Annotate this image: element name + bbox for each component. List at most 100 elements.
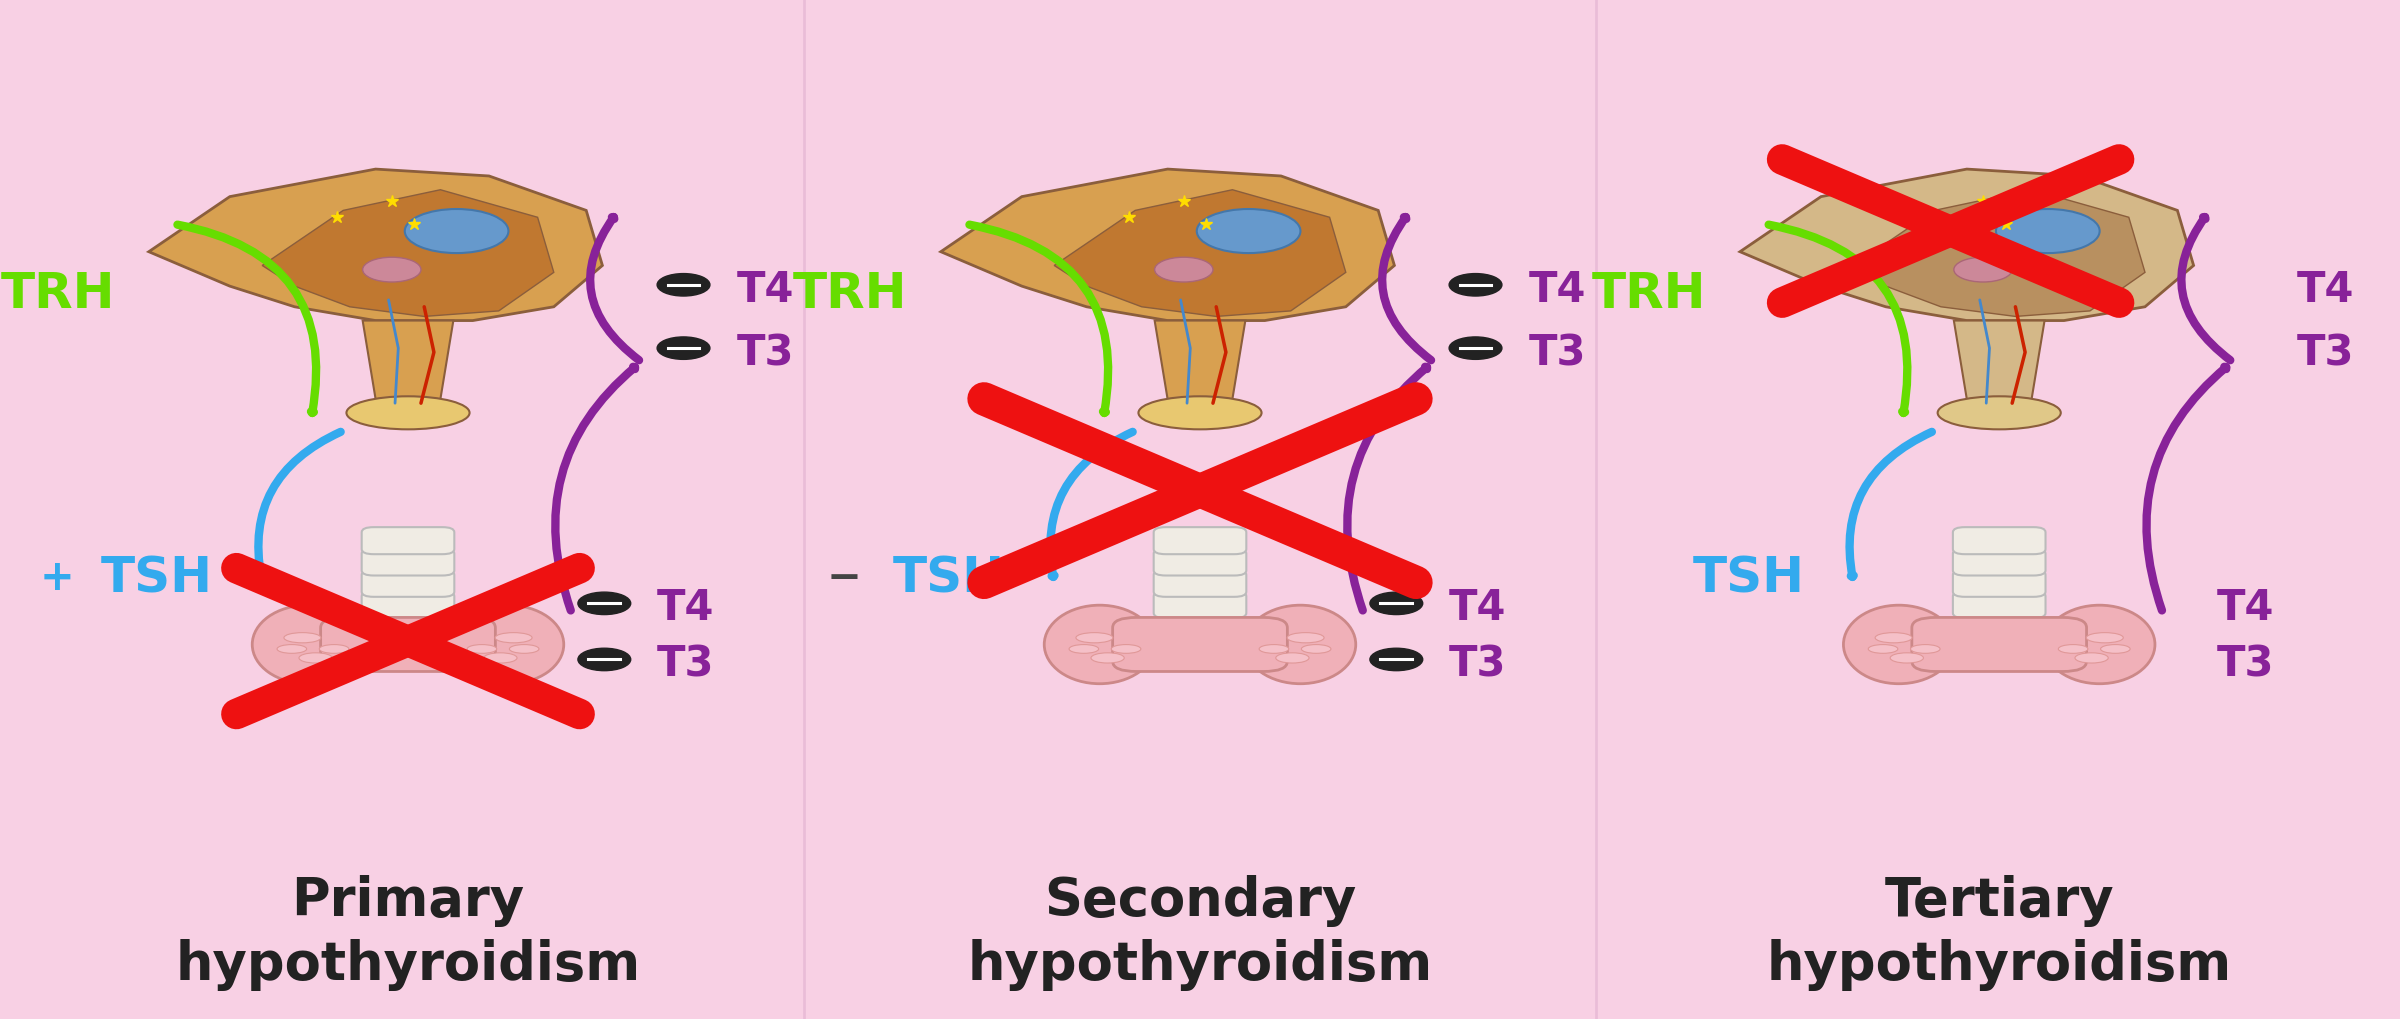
Circle shape [406,210,509,254]
FancyBboxPatch shape [1154,528,1246,554]
Ellipse shape [454,605,564,684]
Circle shape [362,258,420,282]
Ellipse shape [2045,605,2155,684]
FancyBboxPatch shape [1954,571,2045,597]
Text: T4: T4 [658,587,715,629]
Ellipse shape [319,645,348,653]
Text: T3: T3 [2218,643,2275,685]
Circle shape [1154,258,1212,282]
Text: Primary
hypothyroidism: Primary hypothyroidism [175,874,641,990]
Ellipse shape [1068,645,1099,653]
Circle shape [1954,258,2011,282]
FancyArrowPatch shape [554,368,636,610]
FancyBboxPatch shape [322,618,494,672]
Ellipse shape [2100,645,2131,653]
Polygon shape [1054,191,1346,317]
Circle shape [658,337,710,360]
Text: T3: T3 [658,643,715,685]
FancyArrowPatch shape [1382,218,1430,361]
Polygon shape [149,170,602,321]
Ellipse shape [300,653,331,663]
Ellipse shape [1138,396,1262,430]
Circle shape [1450,274,1502,297]
FancyBboxPatch shape [362,571,454,597]
Text: T4: T4 [1450,587,1507,629]
Text: TSH: TSH [893,553,1006,601]
Ellipse shape [1286,633,1325,643]
Ellipse shape [1092,653,1123,663]
Circle shape [578,593,631,614]
Text: T4: T4 [2218,587,2275,629]
Circle shape [1370,593,1423,614]
Circle shape [1997,210,2100,254]
Circle shape [1370,648,1423,671]
FancyArrowPatch shape [970,225,1109,414]
Text: T3: T3 [1450,643,1507,685]
Text: Secondary
hypothyroidism: Secondary hypothyroidism [967,874,1433,990]
FancyBboxPatch shape [1954,549,2045,576]
FancyBboxPatch shape [1954,591,2045,619]
Circle shape [578,648,631,671]
Polygon shape [941,170,1394,321]
FancyArrowPatch shape [2146,368,2227,610]
FancyBboxPatch shape [362,591,454,619]
FancyArrowPatch shape [178,225,317,414]
Ellipse shape [2059,645,2088,653]
Ellipse shape [283,633,322,643]
Ellipse shape [1910,645,1939,653]
Text: −: − [826,556,862,598]
FancyBboxPatch shape [1954,528,2045,554]
FancyArrowPatch shape [1051,432,1133,578]
Ellipse shape [1874,633,1913,643]
Circle shape [1450,337,1502,360]
FancyBboxPatch shape [1913,618,2086,672]
Ellipse shape [1867,645,1898,653]
Ellipse shape [1301,645,1332,653]
Ellipse shape [485,653,516,663]
Ellipse shape [2086,633,2124,643]
FancyArrowPatch shape [1850,432,1932,578]
Text: Tertiary
hypothyroidism: Tertiary hypothyroidism [1766,874,2232,990]
Ellipse shape [1075,633,1114,643]
FancyArrowPatch shape [259,432,341,578]
Polygon shape [1853,191,2146,317]
Text: TSH: TSH [101,553,214,601]
Ellipse shape [1260,645,1289,653]
Ellipse shape [468,645,497,653]
Ellipse shape [276,645,307,653]
Text: T3: T3 [2297,332,2354,374]
Ellipse shape [1891,653,1922,663]
Polygon shape [262,191,554,317]
FancyArrowPatch shape [2182,218,2230,361]
Ellipse shape [1044,605,1154,684]
FancyBboxPatch shape [1154,571,1246,597]
Ellipse shape [509,645,540,653]
FancyArrowPatch shape [1346,368,1428,610]
FancyArrowPatch shape [1769,225,1908,414]
Text: TRH: TRH [1591,270,1706,318]
Ellipse shape [252,605,362,684]
FancyBboxPatch shape [1114,618,1286,672]
Text: T3: T3 [1529,332,1586,374]
FancyBboxPatch shape [1154,591,1246,619]
Ellipse shape [1111,645,1140,653]
FancyBboxPatch shape [362,528,454,554]
Polygon shape [1740,170,2194,321]
Text: TRH: TRH [792,270,907,318]
FancyBboxPatch shape [1154,549,1246,576]
Text: T4: T4 [2297,269,2354,311]
Ellipse shape [1246,605,1356,684]
Ellipse shape [1843,605,1954,684]
FancyArrowPatch shape [590,218,638,361]
Text: T4: T4 [737,269,794,311]
Circle shape [658,274,710,297]
Polygon shape [1154,321,1246,399]
Circle shape [1198,210,1301,254]
Ellipse shape [2076,653,2107,663]
Text: +: + [38,556,74,598]
Ellipse shape [346,396,470,430]
Text: TRH: TRH [0,270,115,318]
Ellipse shape [494,633,533,643]
Text: TSH: TSH [1692,553,1805,601]
FancyBboxPatch shape [362,549,454,576]
